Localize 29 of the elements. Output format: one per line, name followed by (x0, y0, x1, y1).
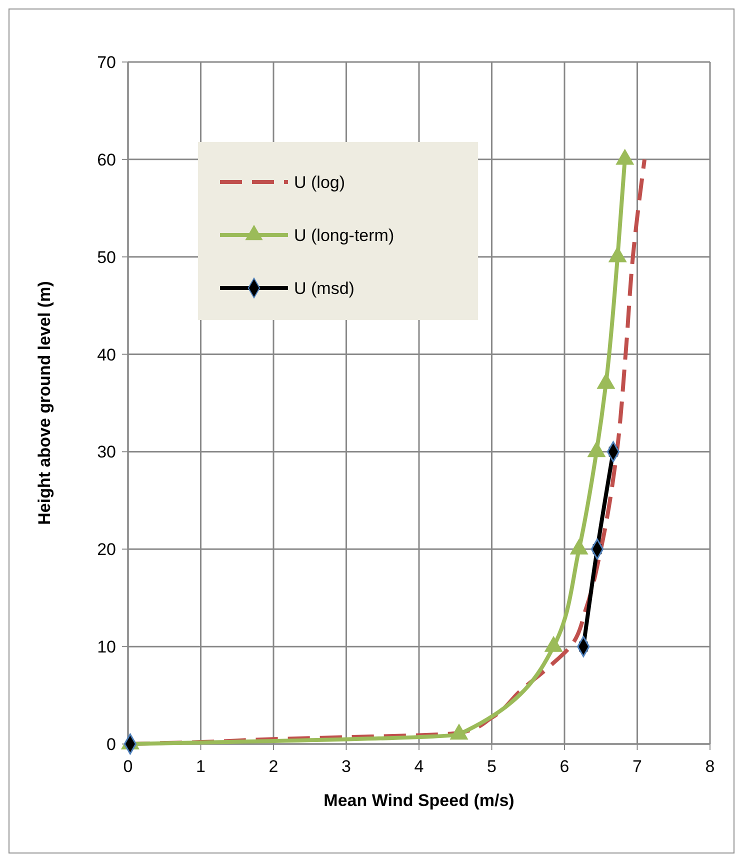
point (570, 539, 588, 554)
y-tick-label: 30 (97, 442, 116, 462)
y-axis-title: Height above ground level (m) (35, 281, 54, 525)
y-tick-label: 0 (106, 735, 116, 754)
point (597, 374, 615, 389)
x-axis-title: Mean Wind Speed (m/s) (324, 791, 514, 810)
x-tick-label: 3 (342, 757, 351, 776)
x-tick-label: 4 (414, 757, 424, 776)
y-tick-label: 60 (97, 150, 116, 170)
point (616, 149, 634, 165)
legend-label: U (long-term) (294, 226, 394, 245)
x-tick-label: 8 (705, 757, 715, 776)
point (450, 724, 468, 740)
x-tick-label: 7 (632, 757, 642, 776)
x-tick-label: 0 (123, 757, 133, 776)
point (588, 442, 606, 458)
legend-label: U (log) (294, 173, 346, 192)
y-tick-label: 40 (97, 345, 116, 364)
point (544, 636, 562, 652)
x-tick-label: 6 (560, 757, 570, 776)
y-tick-label: 50 (97, 248, 116, 267)
legend-label: U (msd) (294, 279, 354, 298)
x-tick-label: 2 (268, 757, 278, 776)
y-tick-label: 70 (97, 53, 116, 72)
y-tick-label: 20 (97, 540, 116, 560)
x-tick-label: 1 (196, 757, 206, 776)
y-tick-label: 10 (97, 638, 116, 657)
x-tick-label: 5 (487, 757, 496, 776)
point (608, 246, 626, 262)
